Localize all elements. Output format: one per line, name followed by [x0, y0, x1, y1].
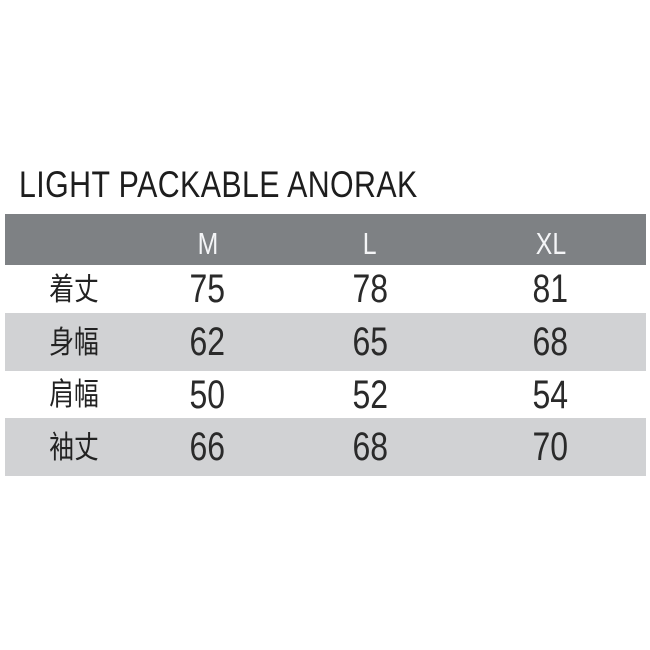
value-cell-m: 66: [130, 427, 285, 467]
value-l: 65: [352, 320, 388, 364]
value-l: 68: [352, 425, 388, 469]
value-l: 52: [352, 372, 388, 417]
value-m: 50: [189, 372, 226, 417]
row-label: 着丈: [48, 271, 99, 307]
header-size-m: M: [130, 228, 285, 259]
value-cell-m: 62: [130, 322, 285, 362]
value-cell-xl: 68: [455, 322, 646, 362]
value-xl: 81: [532, 267, 569, 311]
row-label: 身幅: [48, 324, 99, 360]
value-cell-xl: 81: [455, 269, 646, 309]
table-row-sleeve-length: 袖丈 66 68 70: [5, 418, 646, 476]
value-l: 78: [352, 267, 388, 311]
size-chart-header-row: M L XL: [5, 214, 646, 265]
value-cell-l: 68: [285, 427, 455, 467]
size-l-label: L: [363, 226, 377, 261]
row-label-cell: 着丈: [5, 274, 130, 305]
header-size-l: L: [285, 228, 455, 259]
size-m-label: M: [197, 226, 218, 261]
product-title: LIGHT PACKABLE ANORAK: [19, 164, 418, 205]
value-m: 66: [189, 425, 226, 469]
row-label-cell: 身幅: [5, 327, 130, 358]
table-row-body-width: 身幅 62 65 68: [5, 313, 646, 371]
value-cell-m: 50: [130, 375, 285, 415]
row-label-cell: 肩幅: [5, 379, 130, 410]
value-xl: 70: [532, 425, 569, 469]
row-label: 肩幅: [48, 377, 99, 412]
value-cell-xl: 70: [455, 427, 646, 467]
table-row-body-length: 着丈 75 78 81: [5, 265, 646, 313]
value-xl: 54: [532, 372, 569, 417]
header-size-xl: XL: [455, 228, 646, 259]
value-cell-l: 65: [285, 322, 455, 362]
size-xl-label: XL: [535, 226, 566, 261]
value-cell-m: 75: [130, 269, 285, 309]
value-cell-xl: 54: [455, 375, 646, 415]
value-cell-l: 78: [285, 269, 455, 309]
value-cell-l: 52: [285, 375, 455, 415]
size-chart-table: M L XL 着丈 75 78 81 身幅: [5, 214, 646, 476]
value-m: 62: [189, 320, 226, 364]
value-xl: 68: [532, 320, 569, 364]
row-label: 袖丈: [48, 429, 99, 465]
table-row-shoulder-width: 肩幅 50 52 54: [5, 371, 646, 418]
value-m: 75: [189, 267, 226, 311]
row-label-cell: 袖丈: [5, 432, 130, 463]
